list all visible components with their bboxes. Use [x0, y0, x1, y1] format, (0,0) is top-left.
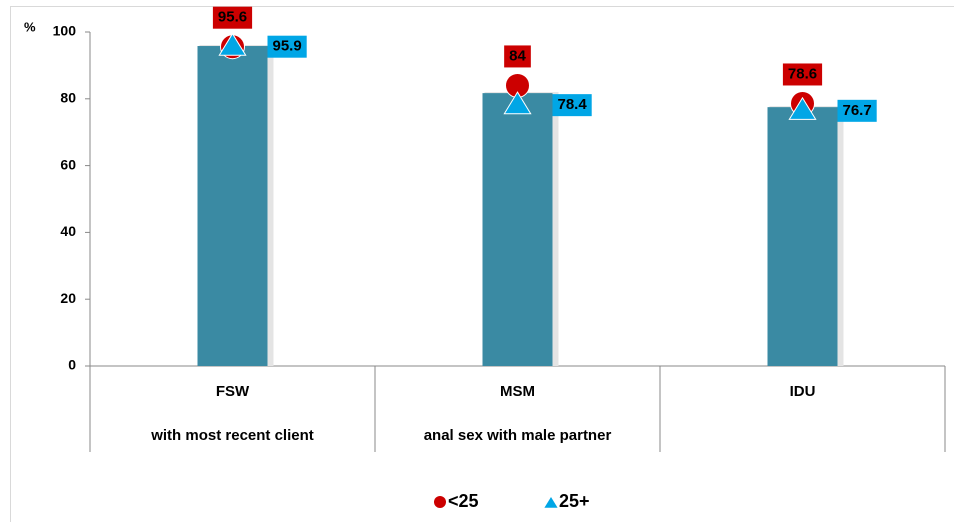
y-tick-label: 100 — [53, 23, 77, 39]
y-tick-label: 60 — [60, 156, 76, 172]
y-tick-label: 80 — [60, 90, 76, 106]
data-label-box — [837, 99, 877, 122]
marker-triangle — [218, 32, 247, 56]
data-label-box — [267, 35, 307, 58]
x-tick-label: IDU — [790, 383, 816, 400]
marker-triangle — [788, 96, 817, 120]
legend-label: 25+ — [559, 491, 590, 511]
legend-marker — [544, 497, 558, 508]
data-label: 78.4 — [558, 96, 588, 113]
data-label: 95.9 — [273, 38, 302, 55]
marker-triangle — [503, 91, 532, 115]
y-tick-label: 20 — [60, 290, 76, 306]
y-tick-label: 0 — [68, 357, 76, 373]
chart-border — [10, 6, 954, 522]
y-axis-label: % — [24, 19, 36, 34]
data-label: 78.6 — [788, 65, 817, 82]
data-label-box — [552, 94, 592, 117]
x-tick-label: FSW — [216, 383, 250, 400]
legend-marker — [434, 496, 446, 508]
bar — [767, 107, 838, 367]
data-label: 84 — [509, 47, 526, 64]
data-label-box — [504, 45, 531, 68]
y-tick-label: 40 — [60, 223, 76, 239]
data-label-box — [782, 63, 823, 86]
legend-label: <25 — [448, 491, 479, 511]
data-label-box — [212, 6, 253, 29]
bar — [482, 93, 553, 366]
bar — [197, 46, 268, 366]
data-label: 76.7 — [843, 102, 872, 119]
data-label: 95.6 — [218, 9, 247, 26]
x-subcategory-label: anal sex with male partner — [424, 427, 612, 444]
x-tick-label: MSM — [500, 383, 535, 400]
x-subcategory-label: with most recent client — [150, 427, 314, 444]
